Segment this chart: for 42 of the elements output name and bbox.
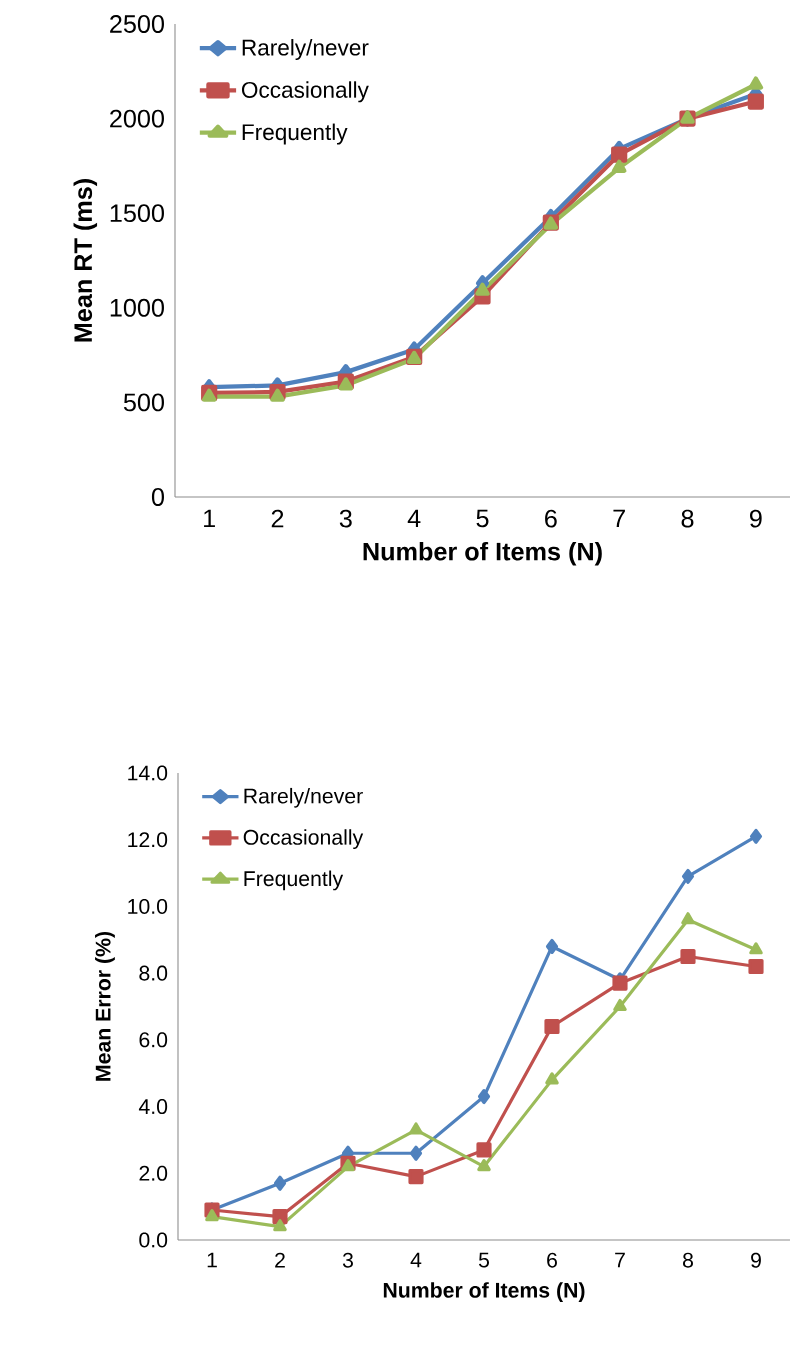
x-tick-label: 7 [613, 509, 625, 528]
x-tick-label: 2 [275, 1252, 285, 1268]
y-tick-label: 6.0 [139, 1032, 168, 1048]
y-tick-label: 1500 [110, 204, 164, 223]
x-tick-label: 8 [681, 509, 694, 528]
legend-label: Occasionally [243, 829, 364, 850]
y-tick-label: 2500 [110, 15, 164, 33]
y-tick-label: 12.0 [128, 832, 168, 848]
x-tick-label: 1 [204, 509, 215, 528]
x-axis-title: Number of Items (N) [383, 1282, 585, 1302]
x-tick-label: 6 [545, 509, 557, 528]
x-tick-label: 6 [547, 1252, 557, 1268]
x-tick-label: 1 [207, 1252, 217, 1268]
legend-label: Occasionally [241, 81, 369, 103]
x-axis-title: Number of Items (N) [363, 541, 602, 566]
y-tick-label: 500 [123, 393, 164, 412]
y-tick-label: 2000 [110, 109, 164, 128]
x-tick-label: 4 [410, 1252, 422, 1268]
legend-label: Frequently [242, 123, 348, 145]
x-tick-label: 3 [342, 1252, 353, 1268]
x-tick-label: 9 [751, 1252, 761, 1268]
y-tick-label: 8.0 [139, 965, 168, 981]
x-tick-label: 5 [478, 1252, 490, 1268]
x-tick-label: 8 [683, 1252, 693, 1268]
legend-label: Frequently [244, 870, 344, 891]
y-axis-title: Mean Error (%) [95, 932, 115, 1081]
legend-label: Rarely/never [242, 39, 369, 61]
x-tick-label: 5 [476, 509, 489, 528]
y-tick-label: 10.0 [128, 898, 168, 914]
y-tick-label: 0 [151, 488, 164, 506]
y-tick-label: 1000 [110, 298, 164, 317]
x-tick-label: 9 [750, 509, 762, 528]
y-tick-label: 2.0 [139, 1165, 168, 1181]
y-tick-label: 4.0 [138, 1099, 168, 1115]
y-tick-label: 0.0 [139, 1232, 168, 1248]
y-axis-title: Mean RT (ms) [73, 179, 98, 342]
x-tick-label: 4 [407, 509, 421, 528]
x-tick-label: 3 [339, 509, 352, 528]
y-tick-label: 14.0 [128, 765, 168, 781]
x-tick-label: 7 [615, 1252, 625, 1268]
x-tick-label: 2 [271, 509, 284, 528]
legend-label: Rarely/never [244, 787, 363, 808]
